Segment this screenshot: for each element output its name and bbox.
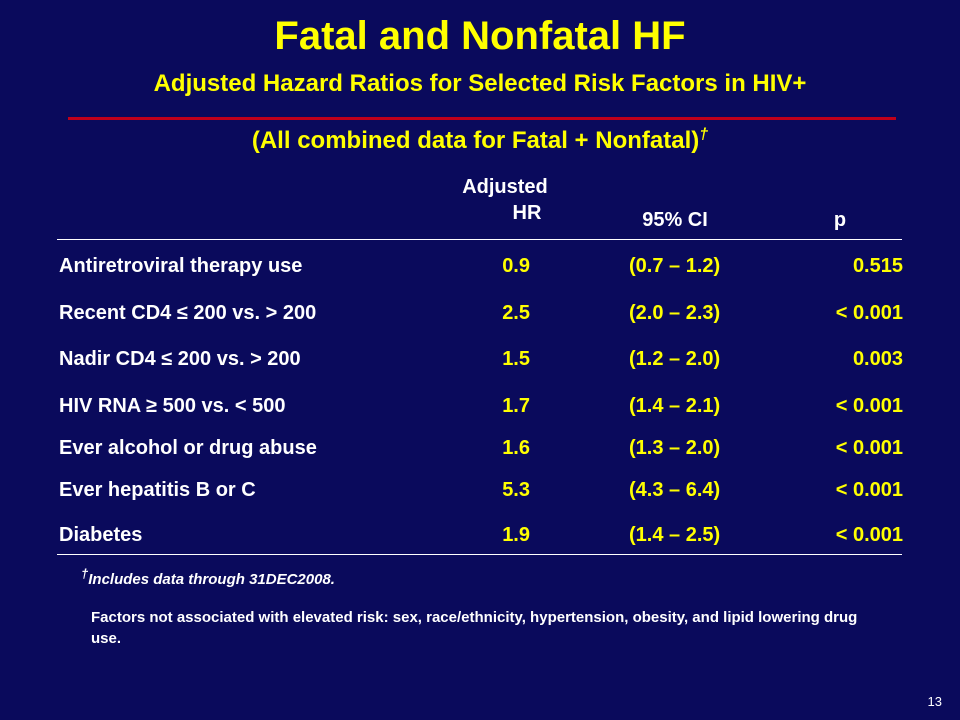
footnote-text: Includes data through 31DEC2008.: [88, 571, 335, 588]
footnote: †Includes data through 31DEC2008.: [81, 566, 335, 588]
factor-cell: Nadir CD4 ≤ 200 vs. > 200: [59, 348, 301, 370]
ci-cell: (1.3 – 2.0): [629, 437, 721, 459]
hr-cell: 1.9: [502, 524, 530, 546]
p-value-cell: < 0.001: [835, 395, 903, 417]
combined-data-caption: (All combined data for Fatal + Nonfatal)…: [0, 126, 960, 155]
table-row: Recent CD4 ≤ 200 vs. > 200 2.5 (2.0 – 2.3)…: [0, 298, 960, 328]
table-row: Antiretroviral therapy use 0.9 (0.7 – 1.2)…: [0, 251, 960, 281]
ci-cell: (4.3 – 6.4): [629, 479, 721, 501]
header-hr-line1: Adjusted: [462, 176, 548, 198]
p-value-cell: < 0.001: [835, 479, 903, 501]
table-row: Nadir CD4 ≤ 200 vs. > 200 1.5 (1.2 – 2.0) 0…: [0, 344, 960, 374]
p-value-cell: 0.003: [852, 348, 903, 370]
factor-cell: Recent CD4 ≤ 200 vs. > 200: [59, 302, 317, 324]
p-value-cell: < 0.001: [835, 302, 903, 324]
header-hr: Adjusted HR: [430, 174, 580, 226]
table-bottom-rule: [57, 554, 902, 555]
hr-cell: 1.5: [502, 348, 530, 370]
factor-cell: Antiretroviral therapy use: [59, 255, 303, 277]
table-row: Ever alcohol or drug abuse 1.6 (1.3 – 2.0)…: [0, 433, 960, 463]
ci-cell: (1.4 – 2.1): [629, 395, 721, 417]
note-text: Factors not associated with elevated ris…: [91, 609, 858, 647]
header-ci: 95% CI: [642, 209, 708, 231]
hr-cell: 5.3: [502, 479, 530, 501]
ci-cell: (1.2 – 2.0): [629, 348, 721, 370]
table-row: HIV RNA ≥ 500 vs. < 500 1.7 (1.4 – 2.1) < 0…: [0, 391, 960, 421]
hr-cell: 0.9: [502, 255, 530, 277]
hr-cell: 1.7: [502, 395, 530, 417]
table-row: Ever hepatitis B or C 5.3 (4.3 – 6.4) < 0.0…: [0, 475, 960, 505]
dagger-mark: †: [699, 126, 709, 143]
combined-data-text: (All combined data for Fatal + Nonfatal): [251, 127, 700, 154]
ci-cell: (1.4 – 2.5): [629, 524, 721, 546]
factor-cell: Ever hepatitis B or C: [59, 479, 256, 501]
hr-cell: 1.6: [502, 437, 530, 459]
footnote-mark: †: [81, 566, 89, 581]
factor-cell: Diabetes: [59, 524, 143, 546]
p-value-cell: < 0.001: [835, 437, 903, 459]
header-p: p: [833, 209, 847, 231]
slide-title: Fatal and Nonfatal HF: [274, 14, 686, 58]
hr-cell: 2.5: [502, 302, 530, 324]
ci-cell: (0.7 – 1.2): [629, 255, 721, 277]
ci-cell: (2.0 – 2.3): [629, 302, 721, 324]
factor-cell: Ever alcohol or drug abuse: [59, 437, 317, 459]
p-value-cell: 0.515: [852, 255, 903, 277]
slide-subtitle: Adjusted Hazard Ratios for Selected Risk…: [153, 70, 807, 97]
factor-cell: HIV RNA ≥ 500 vs. < 500: [59, 395, 286, 417]
title-divider: [68, 117, 896, 120]
header-rule: [57, 239, 902, 240]
p-value-cell: < 0.001: [835, 524, 903, 546]
table-row: Diabetes 1.9 (1.4 – 2.5) < 0.001: [0, 520, 960, 550]
header-hr-line2: HR: [512, 202, 542, 224]
slide-number: 13: [927, 694, 942, 709]
